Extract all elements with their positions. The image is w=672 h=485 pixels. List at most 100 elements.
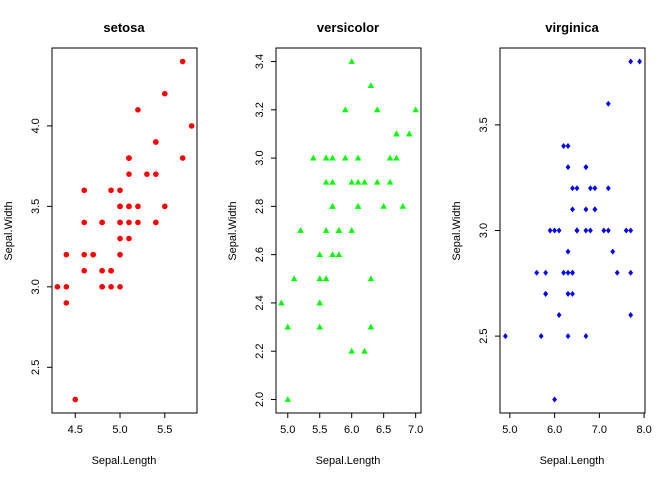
data-point [592, 206, 598, 213]
data-point [117, 235, 123, 242]
x-axis-label: Sepal.Length [92, 455, 157, 467]
x-tick-label: 5.5 [157, 424, 172, 436]
data-point [63, 251, 70, 258]
data-point [583, 206, 589, 213]
y-tick-label: 2.6 [254, 247, 266, 262]
y-axis-label: Sepal.Width [3, 201, 15, 260]
data-point [316, 323, 323, 330]
data-point [367, 275, 375, 282]
plot-frame [275, 47, 422, 414]
data-point [412, 106, 419, 113]
y-tick-label: 3.0 [478, 223, 490, 238]
data-point [290, 275, 298, 282]
x-tick-label: 7.0 [408, 424, 423, 436]
x-tick-label: 5.5 [312, 424, 327, 436]
data-point [342, 106, 349, 113]
data-point [153, 171, 159, 177]
data-point [99, 219, 105, 226]
data-point [367, 82, 375, 89]
data-point [329, 154, 336, 161]
data-point [81, 251, 88, 258]
data-point [348, 227, 355, 233]
data-point [63, 284, 70, 290]
panel-versicolor: versicolor Sepal.Length Sepal.Width 5.0 5… [227, 20, 423, 467]
data-point [316, 275, 323, 282]
data-point [126, 219, 132, 226]
data-point [386, 178, 394, 185]
data-point [322, 178, 330, 185]
y-tick-label: 2.5 [30, 360, 42, 375]
data-point [628, 311, 634, 318]
data-point [570, 206, 575, 213]
x-ticks: 4.5 5.0 5.5 [68, 413, 172, 436]
x-axis-label: Sepal.Length [316, 455, 381, 467]
data-point [588, 227, 593, 234]
data-point [547, 227, 553, 234]
data-point [583, 227, 589, 234]
data-point [117, 219, 123, 226]
y-tick-label: 2.2 [254, 344, 266, 359]
data-point [605, 100, 611, 107]
x-ticks: 5.0 6.0 7.0 8.0 [502, 413, 652, 436]
data-points [278, 58, 419, 402]
data-point [316, 251, 323, 258]
data-point [179, 58, 186, 65]
data-point [135, 219, 141, 226]
x-tick-label: 5.0 [502, 424, 517, 436]
data-point [574, 185, 580, 192]
data-point [592, 185, 598, 192]
data-points [502, 58, 643, 403]
data-point [342, 154, 349, 161]
y-ticks: 2.0 2.2 2.4 2.6 2.8 3.0 3.2 3.4 [254, 54, 276, 407]
data-point [63, 300, 70, 306]
data-point [108, 267, 114, 274]
y-tick-label: 3.4 [254, 54, 266, 69]
data-point [322, 154, 330, 161]
data-point [393, 154, 400, 161]
data-point [348, 58, 355, 64]
panel-virginica: virginica Sepal.Length Sepal.Width 5.0 6.… [451, 20, 652, 467]
data-point [329, 251, 336, 258]
data-point [393, 130, 400, 137]
data-point [380, 202, 387, 209]
data-point [574, 227, 580, 234]
data-point [126, 171, 132, 177]
data-point [117, 187, 123, 194]
data-point [284, 396, 291, 402]
data-point [538, 333, 544, 340]
data-point [54, 284, 61, 290]
data-point [399, 202, 407, 209]
data-point [153, 139, 159, 145]
y-tick-label: 2.8 [254, 199, 266, 214]
x-tick-label: 4.5 [68, 424, 83, 436]
x-tick-label: 8.0 [636, 424, 651, 436]
y-ticks: 2.5 3.0 3.5 [478, 117, 500, 344]
x-tick-label: 5.0 [280, 424, 295, 436]
data-point [361, 178, 368, 185]
data-point [297, 227, 304, 233]
data-point [623, 227, 629, 234]
x-ticks: 5.0 5.5 6.0 6.5 7.0 [280, 413, 423, 436]
y-axis-label: Sepal.Width [227, 201, 239, 260]
data-point [335, 227, 343, 233]
data-point [386, 154, 394, 161]
y-tick-label: 3.0 [254, 150, 266, 165]
data-point [322, 275, 330, 282]
x-tick-label: 5.0 [112, 424, 127, 436]
data-point [614, 269, 620, 276]
data-point [81, 219, 88, 226]
data-point [135, 106, 141, 113]
data-point [329, 202, 336, 209]
data-point [556, 311, 562, 318]
data-point [605, 227, 611, 234]
x-tick-label: 6.5 [376, 424, 391, 436]
data-point [543, 290, 549, 297]
data-point [354, 202, 362, 209]
data-point [565, 290, 571, 297]
data-point [348, 178, 355, 185]
data-point [552, 396, 557, 403]
data-point [628, 269, 634, 276]
data-point [601, 227, 607, 234]
data-point [583, 333, 589, 340]
